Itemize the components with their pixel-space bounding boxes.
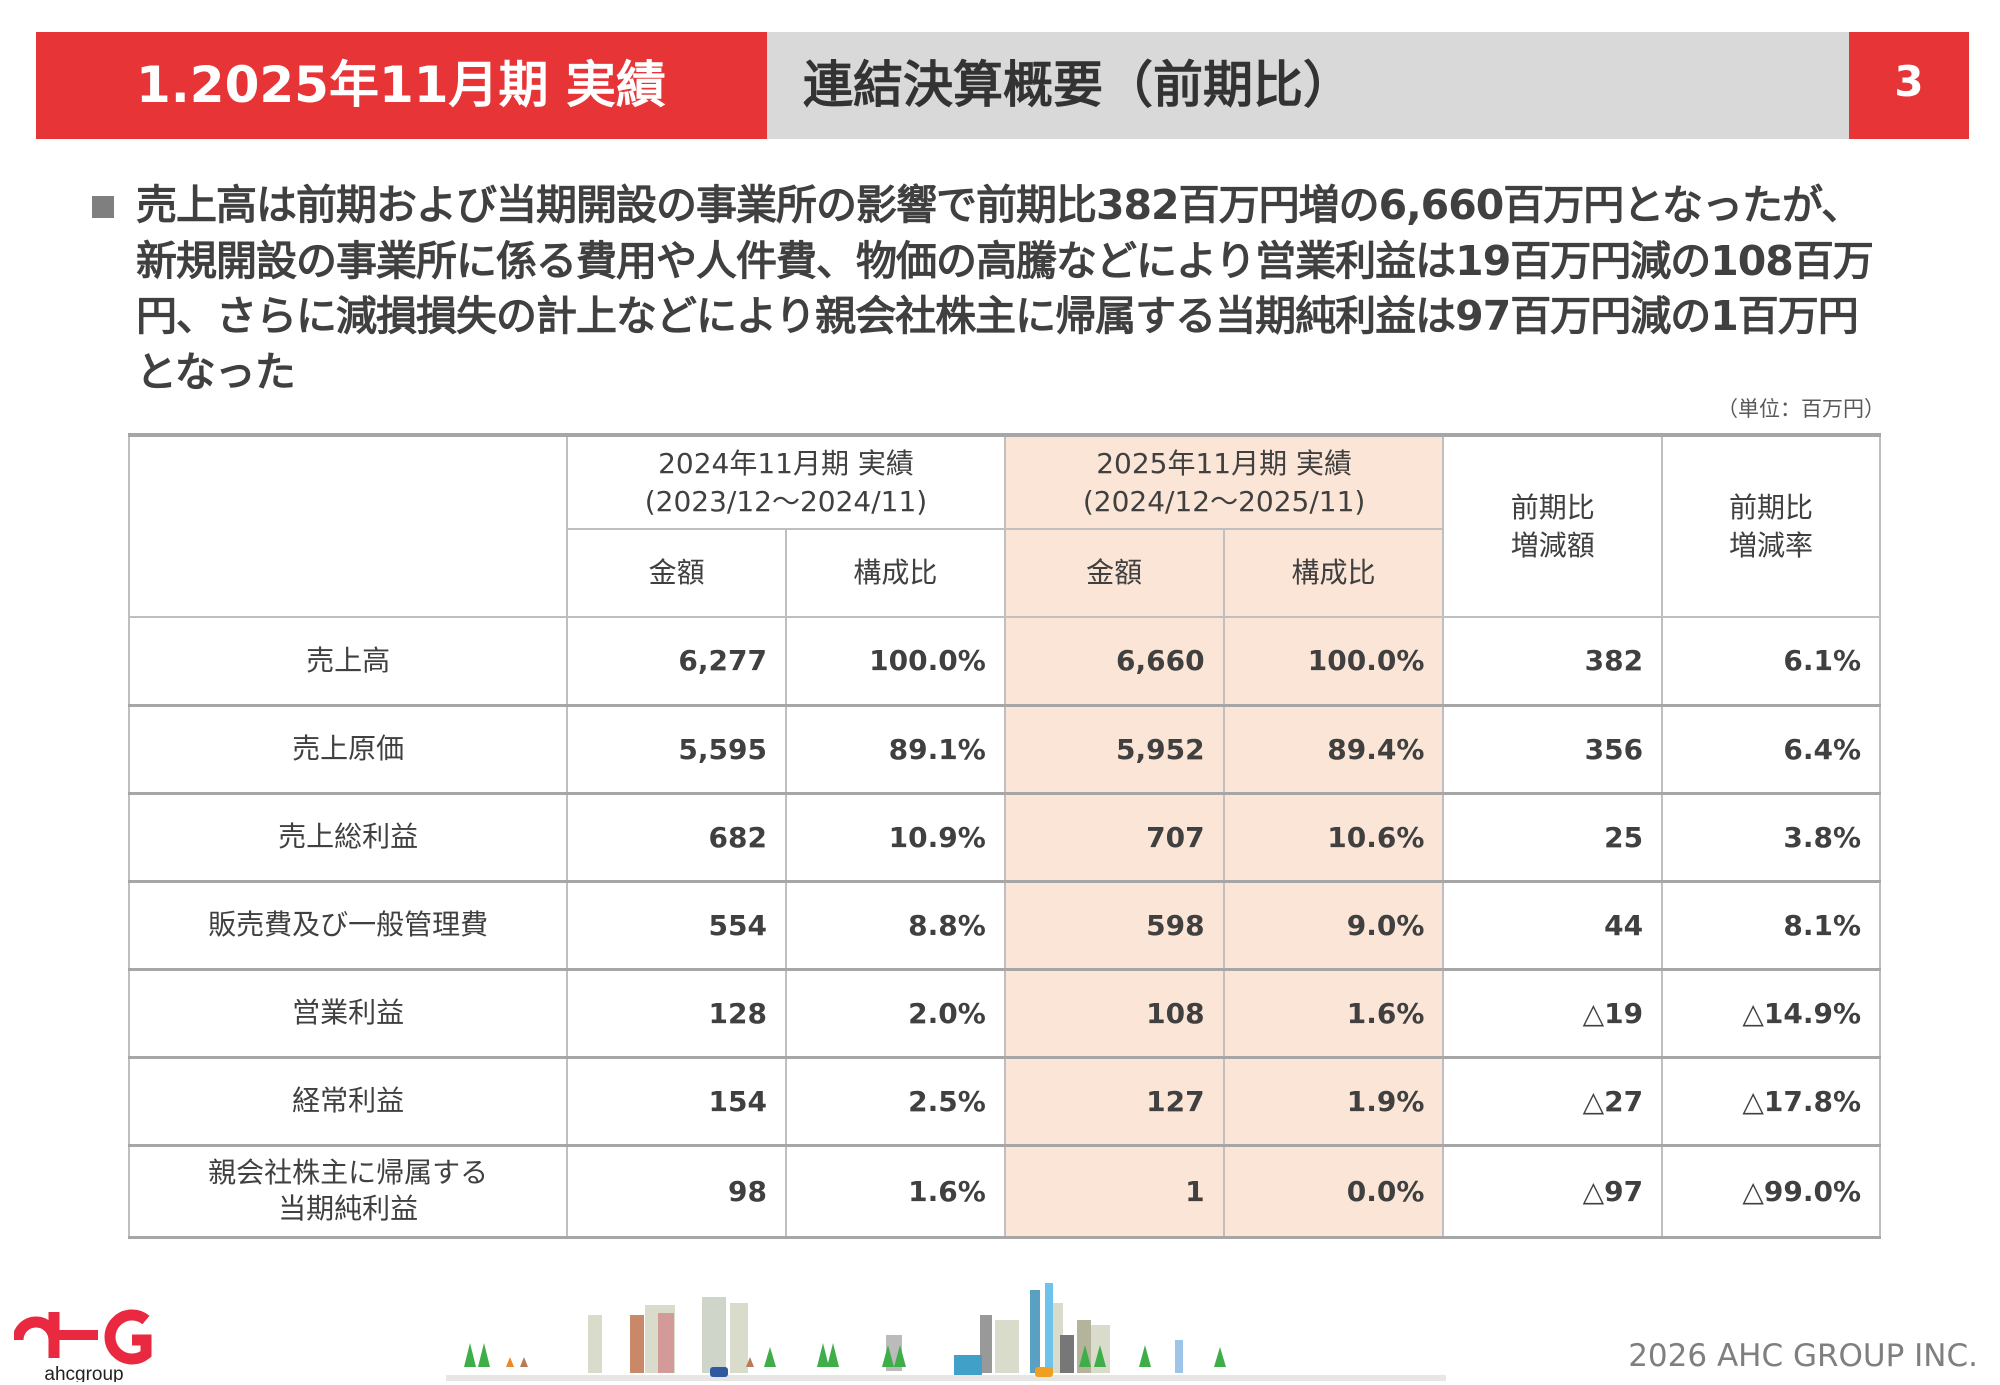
- ahc-logo: ahcgroup: [14, 1309, 152, 1382]
- row-label-line1: 販売費及び一般管理費: [208, 908, 489, 941]
- prev-ratio: 100.0%: [784, 616, 1006, 707]
- prev-amount: 5,595: [566, 704, 787, 795]
- table-row: 売上高 6,277 100.0% 6,660 100.0% 382 6.1%: [127, 616, 1881, 707]
- row-label-line1: 売上総利益: [278, 820, 419, 853]
- period-curr-header: 2025年11月期 実績 (2024/12～2025/11): [1003, 434, 1445, 530]
- cityscape-illustration: [446, 1283, 1446, 1381]
- bullet-square-icon: [92, 196, 114, 218]
- row-label: 売上高: [127, 616, 569, 707]
- curr-amount: 598: [1003, 880, 1225, 971]
- prev-amount: 128: [566, 968, 787, 1059]
- table-row: 販売費及び一般管理費 554 8.8% 598 9.0% 44 8.1%: [127, 880, 1881, 971]
- svg-text:ahcgroup: ahcgroup: [44, 1364, 123, 1382]
- diff-amount: △27: [1442, 1056, 1664, 1147]
- diff-rate: 6.1%: [1661, 616, 1881, 707]
- row-label-line1: 売上原価: [292, 732, 405, 765]
- curr-ratio: 10.6%: [1222, 792, 1445, 883]
- prev-ratio: 89.1%: [784, 704, 1006, 795]
- row-label: 経常利益: [127, 1056, 569, 1147]
- curr-ratio: 1.6%: [1222, 968, 1445, 1059]
- prev-ratio: 10.9%: [784, 792, 1006, 883]
- table-row: 親会社株主に帰属する 当期純利益 98 1.6% 1 0.0% △97 △99.0%: [127, 1144, 1881, 1239]
- diff-amount: 382: [1442, 616, 1664, 707]
- page-title: 連結決算概要（前期比）: [767, 32, 1849, 139]
- table-row: 経常利益 154 2.5% 127 1.9% △27 △17.8%: [127, 1056, 1881, 1147]
- row-label: 売上総利益: [127, 792, 569, 883]
- curr-ratio: 100.0%: [1222, 616, 1445, 707]
- curr-ratio-header: 構成比: [1222, 528, 1445, 618]
- diff-header: 前期比 増減額: [1442, 434, 1664, 618]
- diff-rate: △14.9%: [1661, 968, 1881, 1059]
- table-row: 営業利益 128 2.0% 108 1.6% △19 △14.9%: [127, 968, 1881, 1059]
- table-row: 売上原価 5,595 89.1% 5,952 89.4% 356 6.4%: [127, 704, 1881, 795]
- prev-amount: 554: [566, 880, 787, 971]
- row-label: 親会社株主に帰属する 当期純利益: [127, 1144, 569, 1239]
- prev-ratio: 8.8%: [784, 880, 1006, 971]
- diff-rate: 8.1%: [1661, 880, 1881, 971]
- diff-amount: 44: [1442, 880, 1664, 971]
- row-label: 販売費及び一般管理費: [127, 880, 569, 971]
- prev-amount: 98: [566, 1144, 787, 1239]
- diff-amount: 356: [1442, 704, 1664, 795]
- row-label-line1: 経常利益: [292, 1084, 405, 1117]
- page-number: 3: [1849, 32, 1969, 139]
- curr-ratio: 9.0%: [1222, 880, 1445, 971]
- prev-ratio: 2.5%: [784, 1056, 1006, 1147]
- section-title: 1.2025年11月期 実績: [36, 32, 767, 139]
- curr-amount: 108: [1003, 968, 1225, 1059]
- row-label-line1: 営業利益: [292, 996, 405, 1029]
- summary-text: 売上高は前期および当期開設の事業所の影響で前期比382百万円増の6,660百万円…: [136, 181, 1874, 396]
- row-label-line2: 当期純利益: [278, 1192, 419, 1225]
- row-label: 売上原価: [127, 704, 569, 795]
- prev-ratio: 2.0%: [784, 968, 1006, 1059]
- curr-ratio: 1.9%: [1222, 1056, 1445, 1147]
- curr-amount: 6,660: [1003, 616, 1225, 707]
- rate-header: 前期比 増減率: [1661, 434, 1881, 618]
- copyright-text: 2026 AHC GROUP INC.: [1628, 1338, 1978, 1374]
- curr-amount: 707: [1003, 792, 1225, 883]
- table-row: 売上総利益 682 10.9% 707 10.6% 25 3.8%: [127, 792, 1881, 883]
- diff-amount: 25: [1442, 792, 1664, 883]
- unit-label: （単位：百万円）: [1717, 397, 1885, 421]
- financial-summary-table: 2024年11月期 実績 (2023/12～2024/11) 2025年11月期 …: [127, 433, 1881, 1239]
- curr-amount: 5,952: [1003, 704, 1225, 795]
- prev-amount-header: 金額: [566, 528, 787, 618]
- corner-cell: [127, 434, 569, 618]
- period-prev-header: 2024年11月期 実績 (2023/12～2024/11): [566, 434, 1006, 530]
- curr-amount: 127: [1003, 1056, 1225, 1147]
- diff-rate: △99.0%: [1661, 1144, 1881, 1239]
- prev-amount: 154: [566, 1056, 787, 1147]
- diff-rate: △17.8%: [1661, 1056, 1881, 1147]
- prev-amount: 682: [566, 792, 787, 883]
- diff-rate: 6.4%: [1661, 704, 1881, 795]
- diff-amount: △97: [1442, 1144, 1664, 1239]
- prev-ratio: 1.6%: [784, 1144, 1006, 1239]
- row-label-line1: 売上高: [306, 643, 391, 677]
- diff-amount: △19: [1442, 968, 1664, 1059]
- row-label: 営業利益: [127, 968, 569, 1059]
- curr-ratio: 89.4%: [1222, 704, 1445, 795]
- prev-ratio-header: 構成比: [784, 528, 1006, 618]
- curr-amount: 1: [1003, 1144, 1225, 1239]
- diff-rate: 3.8%: [1661, 792, 1881, 883]
- prev-amount: 6,277: [566, 616, 787, 707]
- curr-amount-header: 金額: [1003, 528, 1225, 618]
- curr-ratio: 0.0%: [1222, 1144, 1445, 1239]
- row-label-line1: 親会社株主に帰属する: [208, 1156, 489, 1189]
